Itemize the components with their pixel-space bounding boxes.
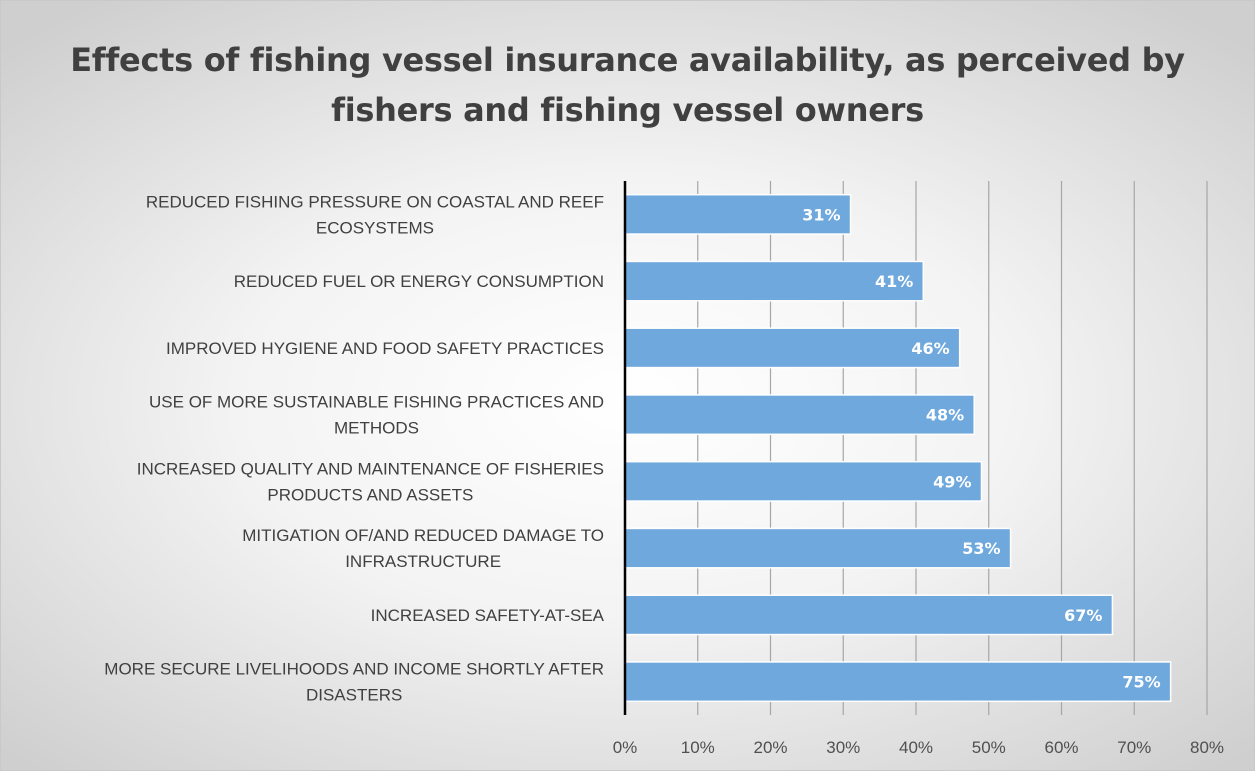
category-label: REDUCED FISHING PRESSURE ON COASTAL AND … bbox=[146, 192, 604, 211]
category-label: INCREASED SAFETY-AT-SEA bbox=[371, 606, 605, 625]
x-tick-label: 10% bbox=[681, 738, 715, 757]
chart-title: Effects of fishing vessel insurance avai… bbox=[70, 41, 1185, 129]
data-label: 46% bbox=[911, 339, 949, 358]
data-label: 53% bbox=[962, 539, 1000, 558]
x-tick-label: 50% bbox=[972, 738, 1006, 757]
bar bbox=[624, 460, 983, 502]
bar bbox=[624, 527, 1012, 569]
x-tick-label: 30% bbox=[826, 738, 860, 757]
x-tick-label: 0% bbox=[613, 738, 638, 757]
category-label: METHODS bbox=[334, 419, 419, 438]
category-label: MORE SECURE LIVELIHOODS AND INCOME SHORT… bbox=[104, 660, 604, 679]
bars bbox=[624, 193, 1172, 703]
bar bbox=[624, 661, 1172, 703]
category-label: REDUCED FUEL OR ENERGY CONSUMPTION bbox=[234, 272, 604, 291]
x-tick-label: 40% bbox=[899, 738, 933, 757]
category-label: PRODUCTS AND ASSETS bbox=[267, 485, 473, 504]
category-labels: REDUCED FISHING PRESSURE ON COASTAL AND … bbox=[104, 192, 604, 704]
x-tick-label: 70% bbox=[1117, 738, 1151, 757]
data-label: 41% bbox=[875, 272, 913, 291]
category-label: MITIGATION OF/AND REDUCED DAMAGE TO bbox=[242, 526, 604, 545]
category-label: INCREASED QUALITY AND MAINTENANCE OF FIS… bbox=[137, 459, 604, 478]
category-label: IMPROVED HYGIENE AND FOOD SAFETY PRACTIC… bbox=[166, 339, 604, 358]
category-label: USE OF MORE SUSTAINABLE FISHING PRACTICE… bbox=[149, 393, 604, 412]
data-labels: 31% 41% 46% 48% 49% 53% 67% 75% bbox=[802, 205, 1160, 691]
x-tick-label: 80% bbox=[1190, 738, 1224, 757]
data-label: 67% bbox=[1064, 606, 1102, 625]
bar bbox=[624, 594, 1114, 636]
x-tick-labels: 0% 10% 20% 30% 40% 50% 60% 70% 80% bbox=[613, 738, 1224, 757]
data-label: 48% bbox=[926, 406, 964, 425]
x-tick-label: 20% bbox=[753, 738, 787, 757]
bar bbox=[624, 193, 852, 235]
data-label: 31% bbox=[802, 205, 840, 224]
bar bbox=[624, 394, 975, 436]
category-label: ECOSYSTEMS bbox=[316, 218, 434, 237]
data-label: 49% bbox=[933, 472, 971, 491]
category-label: DISASTERS bbox=[306, 686, 402, 705]
x-tick-label: 60% bbox=[1044, 738, 1078, 757]
category-label: INFRASTRUCTURE bbox=[345, 552, 501, 571]
bar bbox=[624, 327, 961, 369]
data-label: 75% bbox=[1122, 673, 1160, 692]
